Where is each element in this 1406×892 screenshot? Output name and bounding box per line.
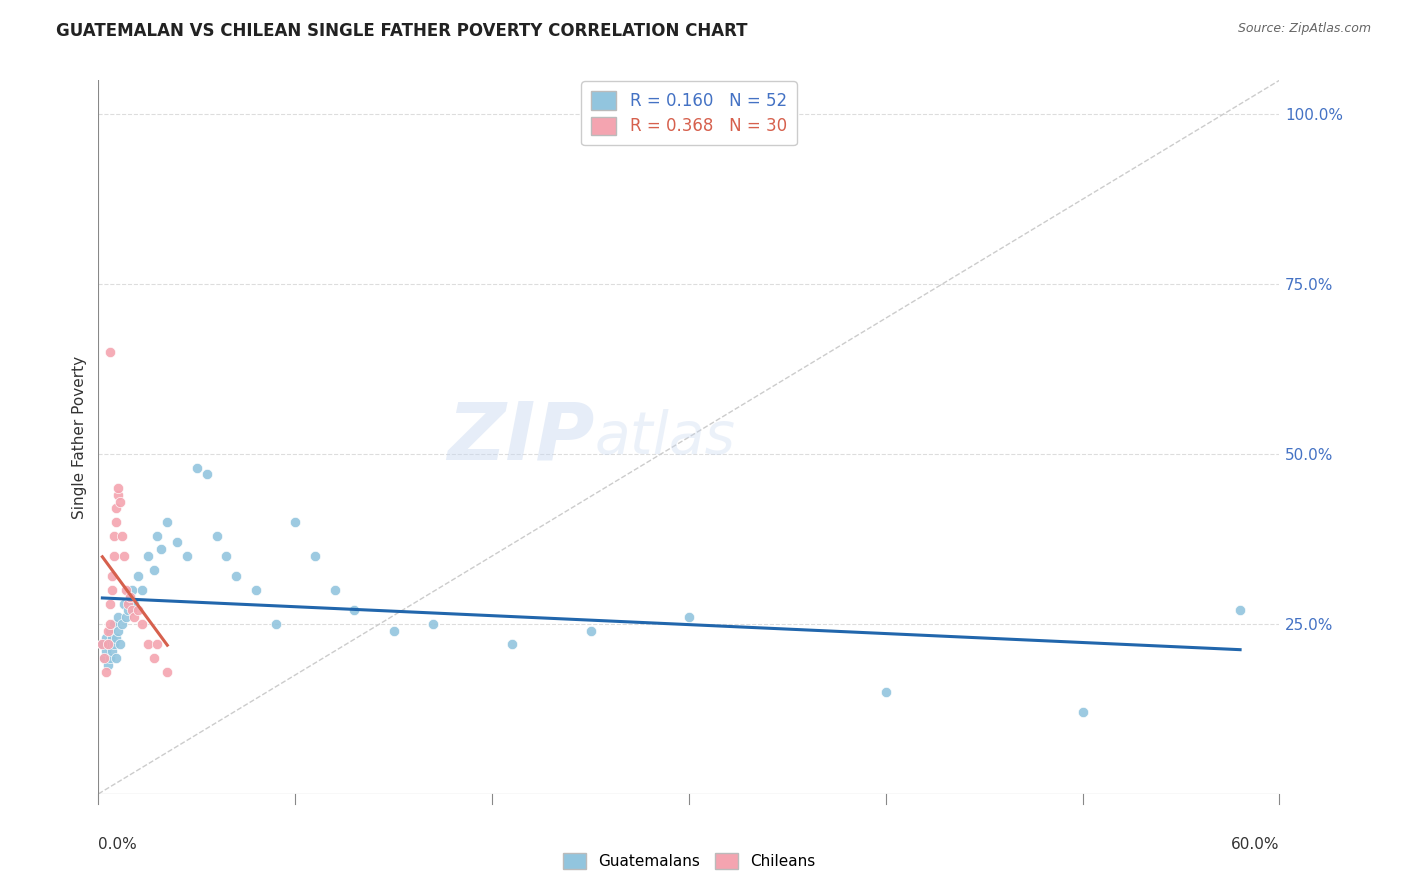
Point — [96, 631, 118, 645]
Point — [186, 460, 208, 475]
Point — [98, 624, 121, 638]
Point — [131, 582, 153, 597]
Point — [105, 515, 128, 529]
Point — [91, 637, 114, 651]
Point — [215, 549, 238, 563]
Point — [304, 549, 326, 563]
Point — [97, 657, 120, 672]
Point — [117, 597, 139, 611]
Point — [121, 582, 143, 597]
Point — [108, 637, 131, 651]
Point — [117, 603, 139, 617]
Point — [103, 528, 125, 542]
Text: 0.0%: 0.0% — [98, 837, 138, 852]
Point — [103, 637, 125, 651]
Point — [579, 624, 602, 638]
Point — [105, 631, 128, 645]
Point — [156, 665, 179, 679]
Point — [101, 582, 124, 597]
Text: Source: ZipAtlas.com: Source: ZipAtlas.com — [1237, 22, 1371, 36]
Point — [146, 528, 169, 542]
Point — [142, 651, 165, 665]
Point — [245, 582, 267, 597]
Point — [103, 617, 125, 632]
Point — [323, 582, 346, 597]
Text: atlas: atlas — [595, 409, 735, 466]
Point — [1229, 603, 1251, 617]
Point — [150, 542, 173, 557]
Point — [111, 617, 134, 632]
Point — [146, 637, 169, 651]
Point — [107, 624, 129, 638]
Point — [166, 535, 188, 549]
Point — [97, 637, 120, 651]
Point — [101, 644, 124, 658]
Point — [678, 610, 700, 624]
Point — [115, 610, 138, 624]
Y-axis label: Single Father Poverty: Single Father Poverty — [72, 356, 87, 518]
Point — [1071, 706, 1094, 720]
Point — [225, 569, 247, 583]
Point — [98, 617, 121, 632]
Point — [121, 603, 143, 617]
Point — [108, 494, 131, 508]
Point — [96, 644, 118, 658]
Point — [112, 597, 135, 611]
Point — [118, 590, 141, 604]
Point — [98, 651, 121, 665]
Point — [127, 603, 149, 617]
Point — [875, 685, 897, 699]
Point — [131, 617, 153, 632]
Point — [284, 515, 307, 529]
Point — [343, 603, 366, 617]
Point — [205, 528, 228, 542]
Text: GUATEMALAN VS CHILEAN SINGLE FATHER POVERTY CORRELATION CHART: GUATEMALAN VS CHILEAN SINGLE FATHER POVE… — [56, 22, 748, 40]
Point — [136, 637, 159, 651]
Point — [142, 563, 165, 577]
Point — [382, 624, 405, 638]
Text: 60.0%: 60.0% — [1232, 837, 1279, 852]
Point — [195, 467, 218, 482]
Text: ZIP: ZIP — [447, 398, 595, 476]
Point — [97, 624, 120, 638]
Point — [501, 637, 523, 651]
Point — [91, 637, 114, 651]
Point — [122, 597, 145, 611]
Point — [111, 528, 134, 542]
Point — [103, 549, 125, 563]
Point — [101, 631, 124, 645]
Point — [127, 569, 149, 583]
Point — [118, 590, 141, 604]
Point — [156, 515, 179, 529]
Point — [115, 582, 138, 597]
Point — [96, 665, 118, 679]
Point — [107, 488, 129, 502]
Point — [107, 610, 129, 624]
Point — [93, 651, 115, 665]
Point — [264, 617, 287, 632]
Point — [122, 610, 145, 624]
Point — [105, 501, 128, 516]
Point — [107, 481, 129, 495]
Point — [101, 569, 124, 583]
Point — [97, 637, 120, 651]
Point — [93, 651, 115, 665]
Legend: Guatemalans, Chileans: Guatemalans, Chileans — [557, 847, 821, 875]
Point — [98, 345, 121, 359]
Point — [112, 549, 135, 563]
Point — [105, 651, 128, 665]
Point — [136, 549, 159, 563]
Point — [98, 597, 121, 611]
Point — [176, 549, 198, 563]
Point — [422, 617, 444, 632]
Legend: R = 0.160   N = 52, R = 0.368   N = 30: R = 0.160 N = 52, R = 0.368 N = 30 — [581, 81, 797, 145]
